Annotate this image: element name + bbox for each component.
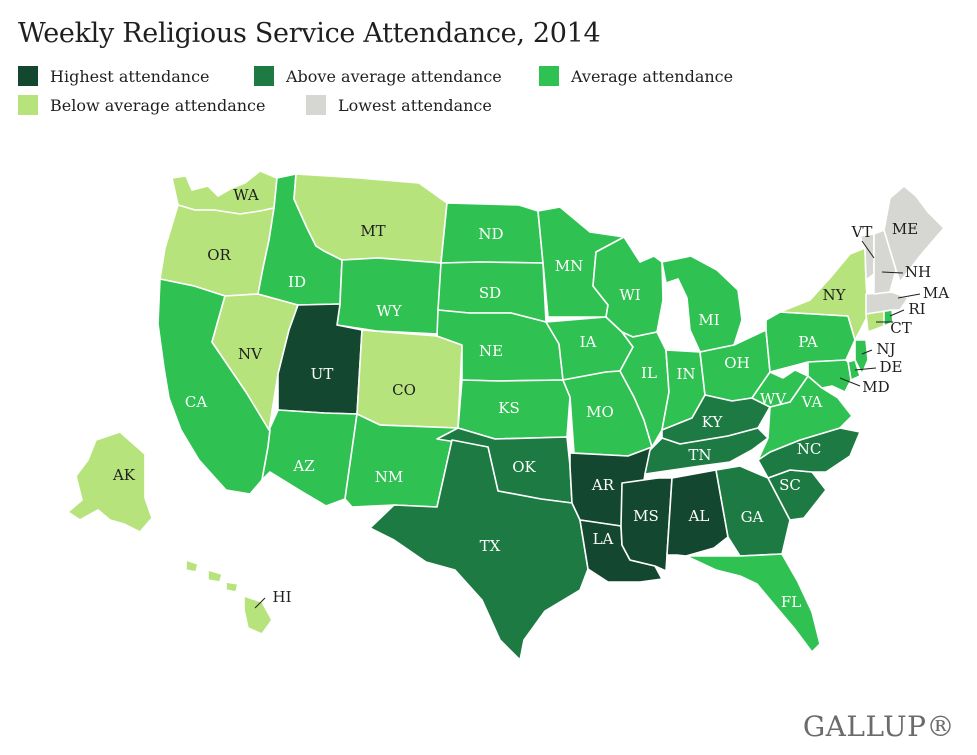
state-label-co: CO xyxy=(392,381,416,399)
legend-item-above: Above average attendance xyxy=(254,66,502,86)
state-label-sd: SD xyxy=(479,284,501,302)
legend-swatch-above xyxy=(254,66,274,86)
state-label-nj: NJ xyxy=(876,340,895,358)
state-ga xyxy=(715,465,791,557)
callout-line-ri xyxy=(889,309,905,317)
state-label-nm: NM xyxy=(375,468,403,486)
legend-swatch-highest xyxy=(18,66,38,86)
state-label-pa: PA xyxy=(798,333,818,351)
state-label-wv: WV xyxy=(760,390,787,408)
state-label-in: IN xyxy=(676,365,695,383)
state-ms xyxy=(620,477,673,572)
state-md xyxy=(807,359,852,393)
state-label-il: IL xyxy=(641,364,657,382)
callout-line-hi xyxy=(254,597,266,609)
legend-item-average: Average attendance xyxy=(539,66,733,86)
map-title: Weekly Religious Service Attendance, 201… xyxy=(18,18,601,49)
legend: Highest attendance Above average attenda… xyxy=(18,66,918,126)
state-mi xyxy=(661,255,743,353)
state-wy xyxy=(336,257,442,335)
state-label-wy: WY xyxy=(376,302,402,320)
legend-item-lowest: Lowest attendance xyxy=(306,95,492,115)
state-label-sc: SC xyxy=(779,476,801,494)
state-label-ok: OK xyxy=(512,458,536,476)
state-label-ma: MA xyxy=(923,284,949,302)
state-label-mt: MT xyxy=(360,222,385,240)
state-il xyxy=(619,331,670,448)
state-fl xyxy=(685,553,821,653)
state-label-ri: RI xyxy=(908,300,925,318)
state-label-wa: WA xyxy=(233,186,259,204)
state-label-hi: HI xyxy=(272,588,291,606)
state-wv xyxy=(751,369,809,408)
callout-line-de xyxy=(854,367,877,371)
legend-label-below: Below average attendance xyxy=(50,95,266,115)
state-label-ky: KY xyxy=(702,413,724,431)
state-label-vt: VT xyxy=(851,223,873,241)
state-label-ga: GA xyxy=(741,508,764,526)
state-label-ny: NY xyxy=(822,286,846,304)
state-label-nh: NH xyxy=(905,263,931,281)
state-label-ia: IA xyxy=(580,333,597,351)
state-label-nd: ND xyxy=(478,225,503,243)
state-label-wi: WI xyxy=(619,286,640,304)
state-label-az: AZ xyxy=(292,457,314,475)
state-label-fl: FL xyxy=(781,593,801,611)
legend-label-average: Average attendance xyxy=(571,66,734,86)
state-label-ne: NE xyxy=(479,342,503,360)
legend-swatch-below xyxy=(18,95,38,115)
legend-label-above: Above average attendance xyxy=(286,66,502,86)
legend-swatch-lowest xyxy=(306,95,326,115)
state-ma xyxy=(865,291,909,315)
state-co xyxy=(356,329,463,429)
legend-swatch-average xyxy=(539,66,559,86)
state-label-la: LA xyxy=(593,530,614,548)
state-nj xyxy=(854,339,869,375)
state-label-al: AL xyxy=(688,507,710,525)
state-label-ut: UT xyxy=(311,365,334,383)
state-label-id: ID xyxy=(288,273,306,291)
legend-label-highest: Highest attendance xyxy=(50,66,210,86)
state-vt xyxy=(859,233,875,281)
callout-line-vt xyxy=(861,240,875,259)
gallup-logo: GALLUP® xyxy=(802,710,955,743)
state-label-oh: OH xyxy=(724,354,749,372)
callout-line-md xyxy=(839,377,861,387)
state-label-ms: MS xyxy=(633,507,659,525)
state-label-me: ME xyxy=(892,220,918,238)
state-hi xyxy=(185,559,273,635)
state-label-ks: KS xyxy=(498,399,519,417)
legend-item-highest: Highest attendance xyxy=(18,66,210,86)
state-label-or: OR xyxy=(207,246,231,264)
state-label-ct: CT xyxy=(890,319,911,337)
callout-line-nh xyxy=(881,271,904,274)
state-label-mo: MO xyxy=(586,403,614,421)
state-me xyxy=(883,185,945,283)
state-label-ca: CA xyxy=(185,393,207,411)
state-label-de: DE xyxy=(880,358,903,376)
state-label-ar: AR xyxy=(591,476,615,494)
state-label-nv: NV xyxy=(238,345,263,363)
state-az xyxy=(261,409,358,507)
state-label-mn: MN xyxy=(555,257,583,275)
state-label-tn: TN xyxy=(688,446,711,464)
state-label-va: VA xyxy=(801,393,823,411)
state-label-mi: MI xyxy=(698,311,719,329)
state-label-tx: TX xyxy=(480,537,501,555)
legend-label-lowest: Lowest attendance xyxy=(338,95,492,115)
state-label-nc: NC xyxy=(797,440,822,458)
state-tx xyxy=(369,439,589,661)
callout-line-nj xyxy=(861,349,873,355)
callout-line-ma xyxy=(897,293,921,299)
state-label-md: MD xyxy=(862,378,889,396)
state-ak xyxy=(67,431,153,533)
state-tn xyxy=(644,427,769,475)
state-label-ak: AK xyxy=(112,466,136,484)
legend-item-below: Below average attendance xyxy=(18,95,265,115)
